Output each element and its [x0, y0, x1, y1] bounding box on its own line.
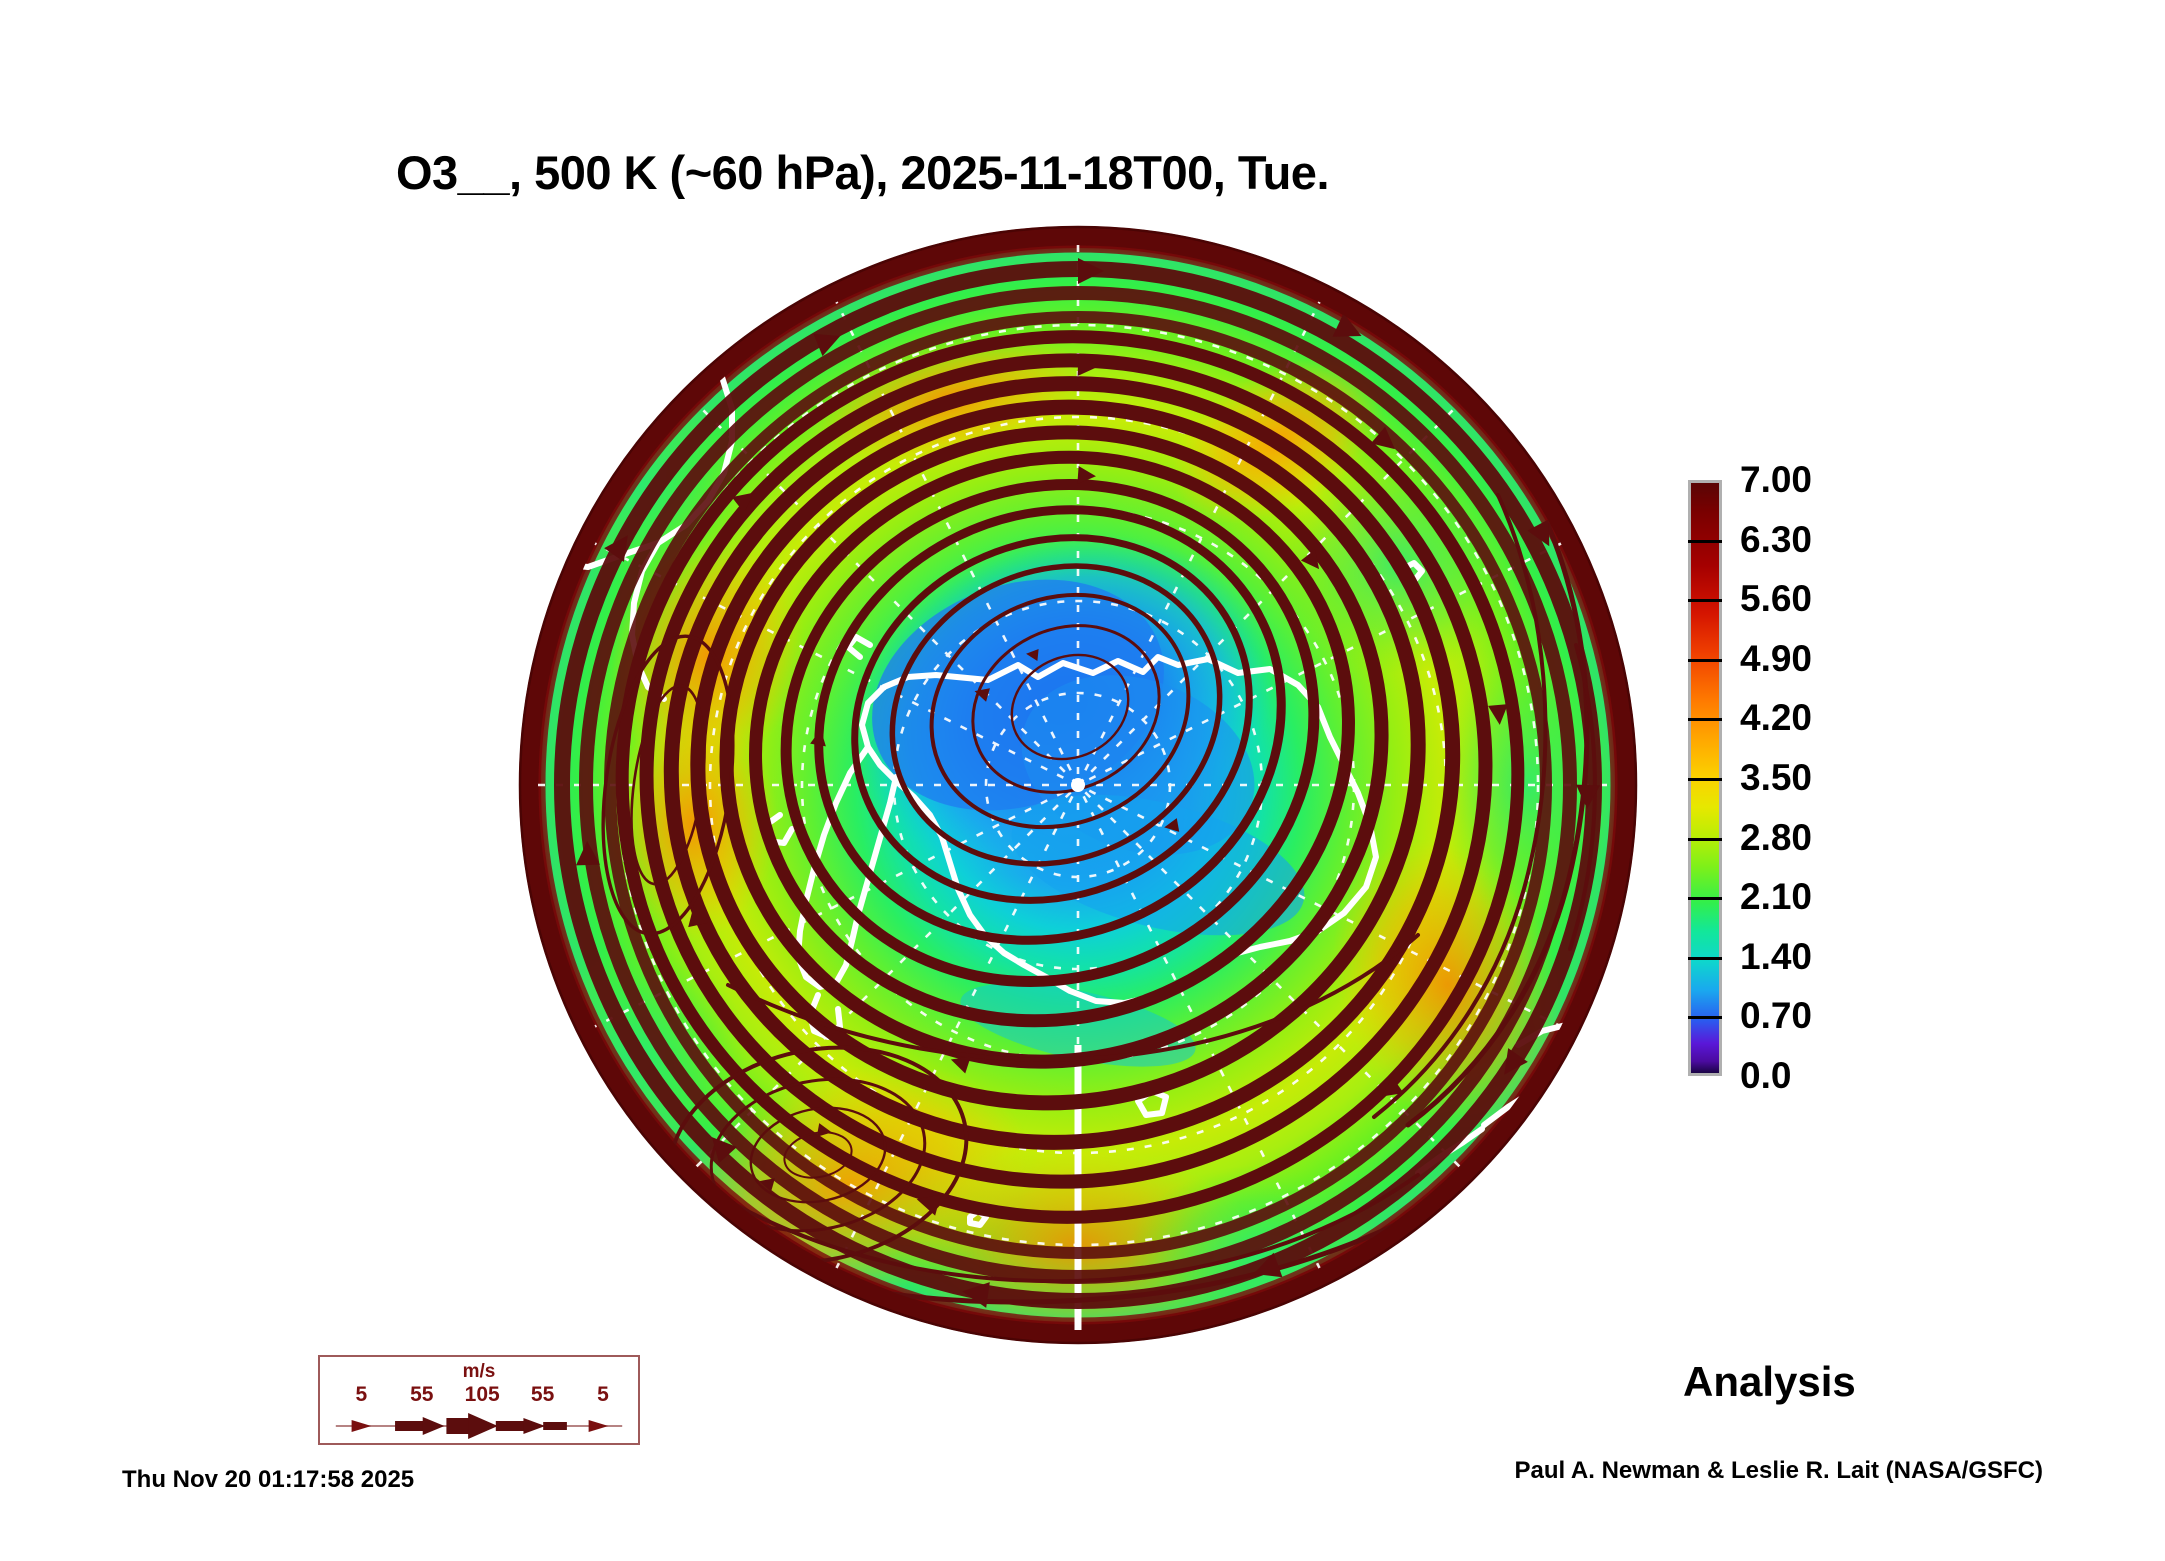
- colorbar-tick-label: 0.70: [1740, 995, 1813, 1037]
- colorbar-tick-label: 5.60: [1740, 578, 1813, 620]
- wind-legend-value: 105: [464, 1383, 500, 1406]
- colorbar-tick-label: 1.40: [1740, 935, 1813, 977]
- page-title: O3__, 500 K (~60 hPa), 2025-11-18T00, Tu…: [395, 146, 1330, 199]
- colorbar-tick-label: 0.0: [1740, 1055, 1792, 1096]
- streamline-arrowheads: [576, 258, 1600, 1308]
- polar-map-panel: [518, 225, 1638, 1345]
- colorbar-tick-label: 4.20: [1740, 697, 1813, 739]
- generation-timestamp: Thu Nov 20 01:17:58 2025: [122, 1466, 415, 1493]
- author-credit: Paul A. Newman & Leslie R. Lait (NASA/GS…: [1514, 1457, 2043, 1484]
- colorbar-tick: [1688, 539, 1722, 543]
- colorbar-tick-label: 2.80: [1740, 816, 1813, 858]
- colorbar-tick: [1688, 658, 1722, 662]
- wind-legend-value: 55: [410, 1383, 434, 1406]
- wind-speed-legend: m/s 5 55 105 55 5: [318, 1355, 640, 1445]
- polar-stereographic-map: [518, 225, 1638, 1345]
- wind-legend-value: 5: [597, 1383, 609, 1406]
- map-boundary-circle: [518, 225, 1638, 1345]
- south-pole-marker: [1071, 778, 1085, 792]
- colorbar-tick: [1688, 718, 1722, 722]
- colorbar-tick-label: 3.50: [1740, 757, 1813, 798]
- colorbar-tick: [1688, 1016, 1722, 1020]
- colorbar-tick: [1688, 599, 1722, 603]
- colorbar[interactable]: 7.00 6.30 5.60 4.90 4.20 3.50 2.80 2.10 1.40 0.70…: [1688, 459, 2108, 1096]
- colorbar-tick-label: 7.00: [1740, 459, 1813, 500]
- colorbar-tick: [1688, 837, 1722, 841]
- colorbar-tick: [1688, 897, 1722, 901]
- wind-legend-arrows: [335, 1413, 623, 1439]
- colorbar-tick: [1688, 778, 1722, 781]
- analysis-label: Analysis: [1683, 1358, 1856, 1405]
- wind-legend-value: 55: [530, 1383, 555, 1406]
- colorbar-tick-label: 6.30: [1740, 518, 1813, 560]
- colorbar-tick-label: 2.10: [1740, 876, 1813, 918]
- colorbar-tick: [1688, 956, 1722, 960]
- wind-streamlines: [554, 261, 1602, 1309]
- colorbar-tick-label: 4.90: [1740, 637, 1813, 679]
- wind-legend-value: 5: [355, 1383, 368, 1406]
- wind-units-label: m/s: [462, 1361, 496, 1382]
